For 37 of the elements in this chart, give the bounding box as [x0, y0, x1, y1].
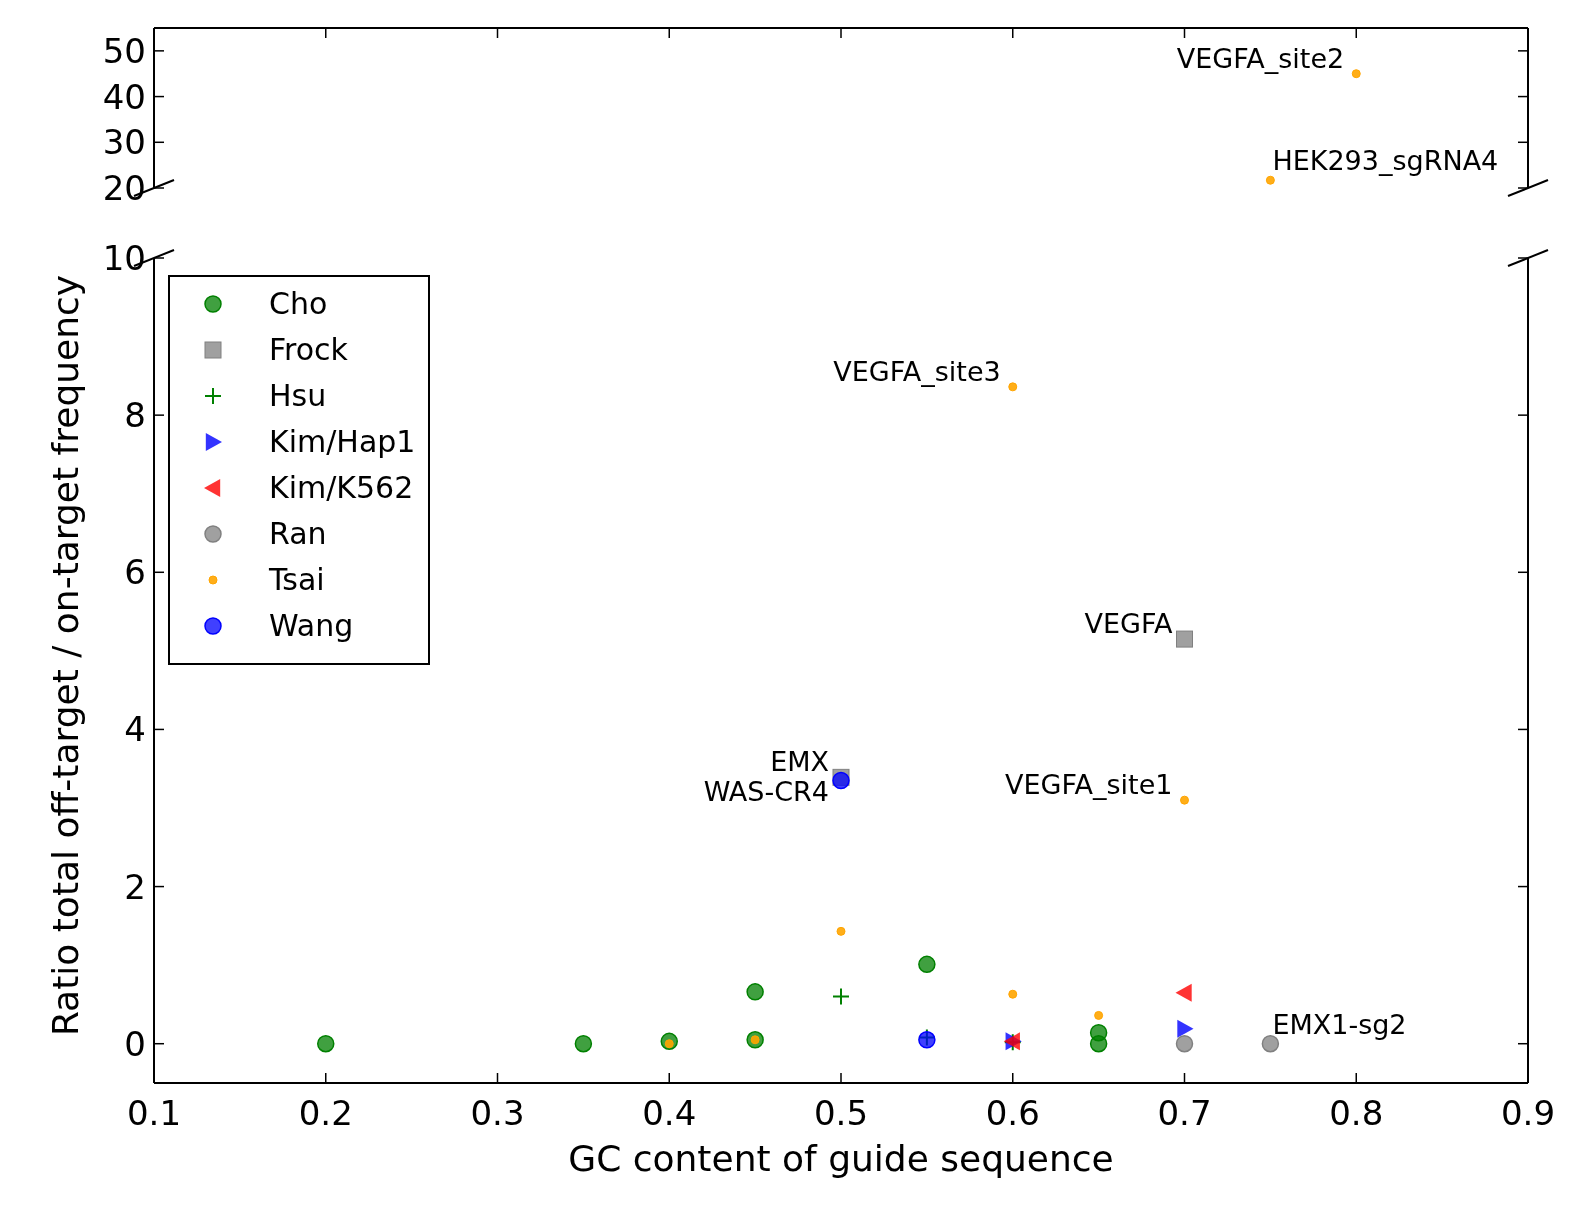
legend-label: Kim/Hap1: [269, 424, 416, 459]
x-tick-label: 0.8: [1329, 1093, 1384, 1133]
legend-label: Hsu: [269, 378, 327, 413]
y-tick-label: 10: [102, 238, 146, 278]
annotation: VEGFA: [1084, 608, 1174, 640]
annotation: WAS-CR4: [703, 775, 829, 807]
x-tick-label: 0.5: [813, 1093, 869, 1133]
y-tick-label: 20: [102, 168, 146, 208]
y-tick-label: 50: [102, 30, 146, 71]
y-tick-label: 30: [102, 122, 146, 163]
y-axis-title: Ratio total off-target / on-target frequency: [45, 274, 86, 1037]
x-tick-label: 0.4: [642, 1093, 697, 1133]
annotation: VEGFA_site2: [1176, 42, 1345, 74]
y-tick-label: 6: [124, 552, 146, 593]
x-axis-title: GC content of guide sequence: [568, 1138, 1114, 1179]
legend-label: Cho: [269, 286, 328, 321]
x-tick-label: 0.1: [126, 1093, 182, 1133]
y-tick-label: 0: [124, 1023, 146, 1064]
x-tick-label: 0.6: [985, 1093, 1040, 1133]
x-tick-label: 0.9: [1500, 1093, 1556, 1133]
x-tick-label: 0.7: [1157, 1093, 1212, 1133]
annotation: EMX: [770, 746, 829, 778]
legend-label: Wang: [269, 608, 354, 643]
y-tick-label: 4: [124, 709, 146, 750]
annotation: HEK293_sgRNA4: [1272, 145, 1499, 177]
x-tick-label: 0.2: [298, 1093, 353, 1133]
legend-label: Frock: [269, 332, 349, 367]
annotation: EMX1-sg2: [1272, 1008, 1407, 1040]
annotation: VEGFA_site1: [1005, 769, 1173, 801]
legend-label: Kim/K562: [269, 470, 414, 505]
legend-label: Tsai: [268, 562, 325, 597]
x-tick-label: 0.3: [470, 1093, 525, 1133]
legend-label: Ran: [269, 516, 327, 551]
y-tick-label: 2: [124, 866, 146, 907]
annotation: VEGFA_site3: [833, 355, 1001, 387]
y-tick-label: 8: [124, 395, 146, 436]
y-tick-label: 40: [102, 76, 146, 117]
